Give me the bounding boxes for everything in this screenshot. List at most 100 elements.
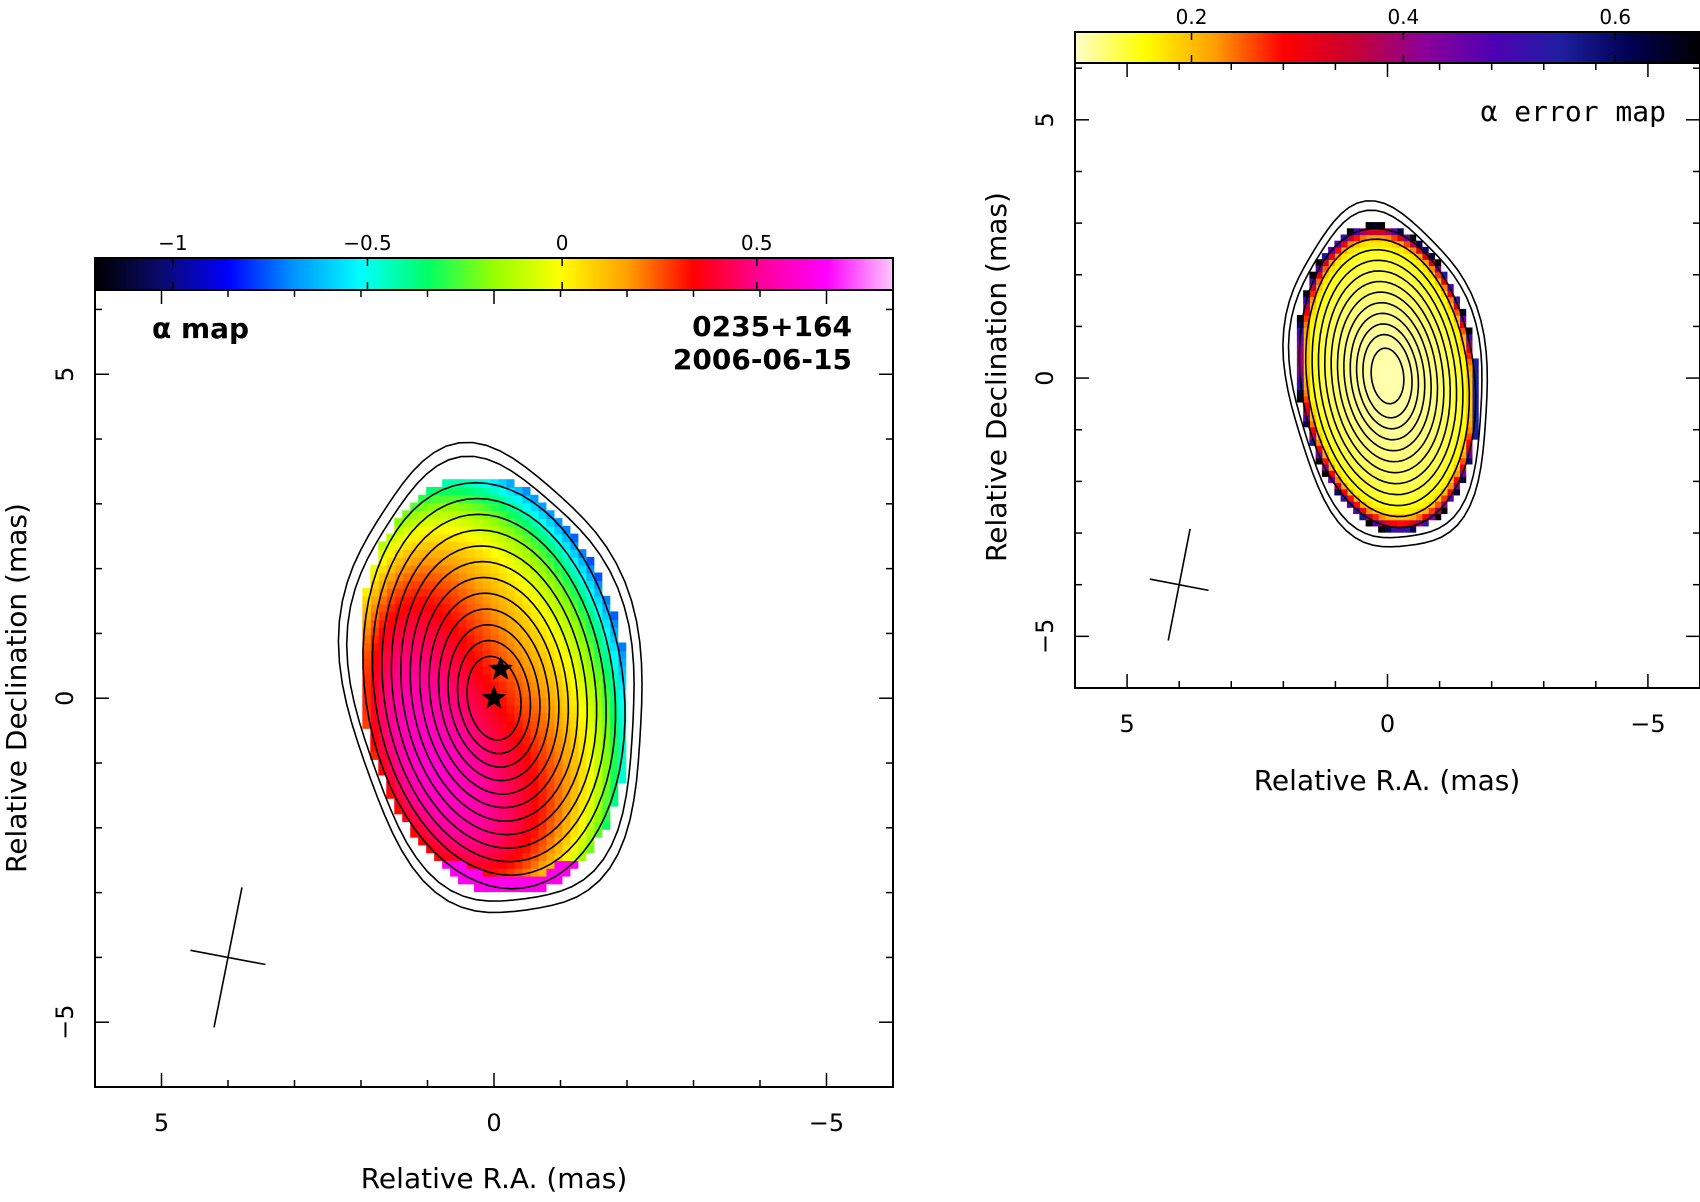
map-pixel: [1453, 488, 1460, 496]
map-pixel: [1328, 451, 1335, 459]
map-pixel: [1390, 352, 1398, 360]
map-pixel: [1421, 457, 1429, 465]
map-pixel: [1334, 327, 1342, 335]
map-pixel: [482, 782, 491, 792]
map-pixel: [1384, 432, 1392, 440]
map-pixel: [1409, 339, 1417, 347]
map-pixel: [1390, 370, 1398, 378]
map-pixel: [1453, 358, 1460, 366]
map-pixel: [1309, 308, 1317, 316]
map-pixel: [1371, 253, 1379, 260]
map-pixel: [1453, 346, 1460, 353]
map-pixel: [561, 852, 571, 862]
map-pixel: [458, 533, 467, 543]
contour-line: [390, 529, 598, 850]
map-pixel: [1409, 457, 1417, 465]
map-pixel: [1371, 401, 1379, 409]
map-pixel: [1359, 246, 1367, 254]
map-pixel: [585, 836, 595, 846]
map-pixel: [1359, 383, 1367, 391]
map-pixel: [402, 658, 411, 667]
map-pixel: [593, 681, 603, 690]
map-pixel: [434, 588, 443, 597]
map-pixel: [1396, 501, 1404, 508]
map-pixel: [521, 611, 531, 620]
map-pixel: [1471, 358, 1479, 366]
map-pixel: [513, 790, 523, 799]
map-pixel: [450, 658, 459, 667]
map-pixel: [561, 844, 571, 854]
map-pixel: [585, 782, 595, 792]
map-pixel: [490, 836, 499, 846]
map-pixel: [1340, 451, 1348, 459]
map-pixel: [545, 821, 555, 830]
contour-line: [1311, 248, 1464, 507]
map-pixel: [1321, 389, 1329, 397]
map-pixel: [474, 774, 483, 784]
map-pixel: [418, 541, 427, 550]
map-pixel: [521, 805, 531, 815]
map-pixel: [1428, 414, 1435, 422]
map-pixel: [1453, 352, 1460, 360]
map-pixel: [418, 743, 427, 753]
map-pixel: [418, 689, 427, 698]
map-pixel: [466, 844, 475, 854]
map-pixel: [434, 665, 443, 675]
map-pixel: [585, 704, 595, 714]
map-pixel: [1415, 240, 1423, 248]
map-pixel: [553, 790, 563, 799]
map-pixel: [609, 774, 619, 784]
contour-line: [428, 592, 560, 796]
map-pixel: [402, 735, 411, 745]
map-pixel: [1440, 271, 1448, 279]
map-pixel: [402, 751, 411, 760]
map-pixel: [1384, 494, 1392, 502]
map-pixel: [402, 525, 411, 535]
map-pixel: [490, 704, 499, 714]
map-pixel: [1434, 271, 1442, 279]
map-pixel: [1440, 476, 1448, 484]
map-pixel: [1403, 383, 1410, 391]
map-pixel: [362, 626, 371, 636]
map-pixel: [497, 533, 507, 543]
map-pixel: [1403, 240, 1410, 248]
map-pixel: [497, 580, 507, 589]
map-pixel: [378, 689, 387, 698]
map-pixel: [1334, 284, 1342, 291]
map-pixel: [497, 751, 507, 760]
map-pixel: [497, 588, 507, 597]
map-pixel: [1334, 246, 1342, 254]
y-tick-label: 0: [51, 691, 79, 706]
map-pixel: [466, 556, 475, 566]
map-pixel: [410, 541, 419, 550]
map-pixel: [490, 844, 499, 854]
map-pixel: [513, 572, 523, 582]
map-pixel: [1453, 308, 1460, 316]
map-pixel: [1421, 370, 1429, 378]
map-pixel: [386, 619, 395, 628]
map-pixel: [1328, 395, 1335, 403]
map-pixel: [1340, 389, 1348, 397]
map-pixel: [1353, 327, 1360, 335]
map-pixel: [505, 665, 515, 675]
map-pixel: [537, 510, 547, 519]
map-pixel: [1446, 346, 1454, 353]
map-pixel: [1434, 308, 1442, 316]
map-pixel: [529, 790, 539, 799]
map-pixel: [521, 860, 531, 869]
map-pixel: [474, 572, 483, 582]
map-pixel: [1296, 358, 1304, 366]
map-pixel: [490, 852, 499, 862]
map-pixel: [545, 525, 555, 535]
map-pixel: [1403, 525, 1410, 533]
map-pixel: [1390, 525, 1398, 533]
map-pixel: [418, 798, 427, 807]
map-pixel: [426, 518, 435, 527]
map-pixel: [402, 774, 411, 784]
map-pixel: [1396, 488, 1404, 496]
map-pixel: [450, 479, 459, 488]
map-pixel: [378, 743, 387, 753]
map-pixel: [1409, 234, 1417, 242]
map-pixel: [474, 611, 483, 620]
map-pixel: [370, 588, 379, 597]
